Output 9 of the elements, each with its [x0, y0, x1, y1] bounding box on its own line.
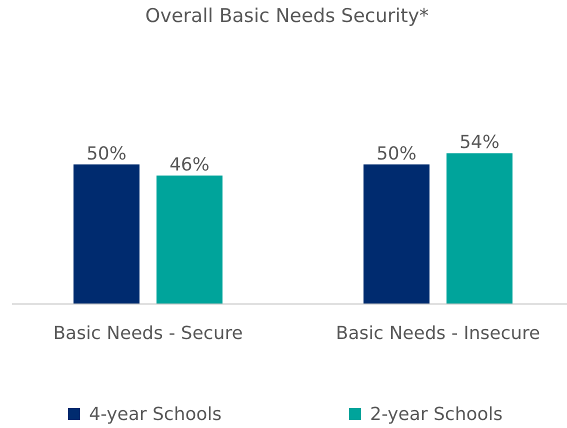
data-label: 50%: [376, 143, 417, 164]
legend-label: 4-year Schools: [89, 404, 222, 425]
data-label: 46%: [169, 154, 210, 176]
chart-title: Overall Basic Needs Security*: [145, 5, 429, 27]
legend-label: 2-year Schools: [370, 404, 503, 425]
data-label: 54%: [459, 132, 500, 154]
x-tick-label: Basic Needs - Secure: [53, 323, 243, 344]
x-tick-label: Basic Needs - Insecure: [336, 323, 540, 344]
data-label: 50%: [86, 143, 127, 164]
